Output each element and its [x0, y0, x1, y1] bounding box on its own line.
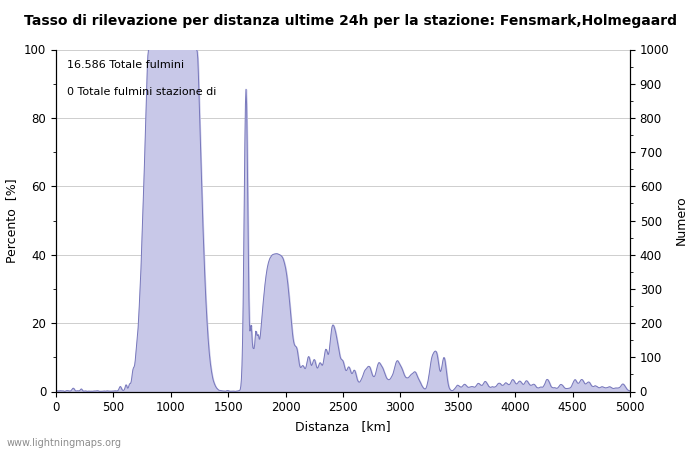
X-axis label: Distanza   [km]: Distanza [km] [295, 420, 391, 433]
Legend: Tasso di rilevazione stazione Fensmark,Holmegaard, Numero totale fulmini: Tasso di rilevazione stazione Fensmark,H… [88, 449, 598, 450]
Y-axis label: Percento  [%]: Percento [%] [6, 178, 18, 263]
Text: 16.586 Totale fulmini: 16.586 Totale fulmini [67, 60, 185, 70]
Text: 0 Totale fulmini stazione di: 0 Totale fulmini stazione di [67, 87, 217, 97]
Y-axis label: Numero: Numero [675, 196, 688, 245]
Text: www.lightningmaps.org: www.lightningmaps.org [7, 437, 122, 447]
Text: Tasso di rilevazione per distanza ultime 24h per la stazione: Fensmark,Holmegaar: Tasso di rilevazione per distanza ultime… [24, 14, 676, 27]
